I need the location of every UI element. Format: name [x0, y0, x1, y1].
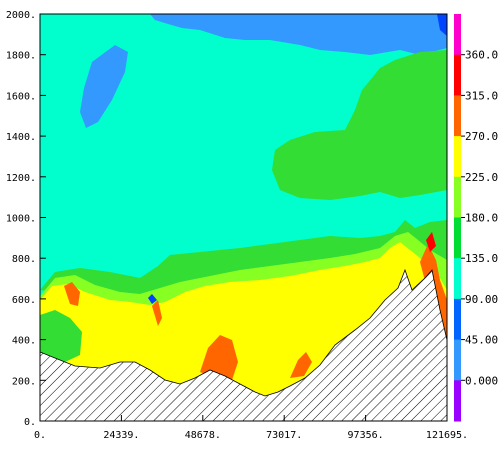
colorbar-label: 135.0: [465, 252, 498, 265]
plot-area: [40, 14, 447, 421]
x-tick-label: 121695.: [426, 430, 468, 441]
colorbar-label: 270.0: [465, 130, 498, 143]
colorbar-label: 180.0: [465, 212, 498, 225]
colorbar-band: [454, 95, 461, 137]
field-green-patch: [40, 310, 82, 362]
field-upper-blue-blob: [80, 45, 128, 128]
y-tick-label: 800.: [12, 254, 36, 265]
y-tick-label: 400.: [12, 336, 36, 347]
x-tick-label: 0.: [34, 430, 46, 441]
colorbar-band: [454, 14, 461, 56]
colorbar-band: [454, 380, 461, 422]
field-blue-spot: [148, 294, 157, 304]
colorbar-band: [454, 217, 461, 259]
y-tick-label: 1800.: [6, 51, 36, 62]
y-tick-label: 1200.: [6, 173, 36, 184]
x-axis: 0. 24339. 48678. 73017. 97356. 121695.: [34, 415, 468, 441]
field-blue-corner: [437, 14, 447, 36]
colorbar-band: [454, 176, 461, 218]
x-tick-label: 97356.: [348, 430, 384, 441]
field-orange-2: [152, 300, 162, 326]
x-tick-label: 24339.: [103, 430, 139, 441]
y-tick-label: 1600.: [6, 91, 36, 102]
field-orange-1: [64, 282, 80, 306]
colorbar-label: 225.0: [465, 171, 498, 184]
field-red: [426, 232, 436, 252]
x-tick-label: 48678.: [185, 430, 221, 441]
colorbar-label: 315.0: [465, 89, 498, 102]
y-tick-label: 200.: [12, 376, 36, 387]
x-tick-label: 73017.: [266, 430, 302, 441]
y-tick-label: 1000.: [6, 214, 36, 225]
y-tick-label: 600.: [12, 295, 36, 306]
colorbar-label: 45.00: [465, 334, 498, 347]
field-orange-3: [200, 335, 238, 380]
colorbar-band: [454, 136, 461, 178]
field-green-upper: [272, 50, 447, 200]
colorbar-label: 360.0: [465, 49, 498, 62]
field-upper-blue: [150, 14, 447, 55]
colorbar-label: 90.00: [465, 293, 498, 306]
colorbar-band: [454, 339, 461, 381]
y-tick-label: 0.: [24, 417, 36, 428]
y-tick-label: 2000.: [6, 10, 36, 21]
y-axis: 0. 200. 400. 600. 800. 1000. 1200. 1400. 1600. 18…: [6, 10, 46, 428]
colorbar-band: [454, 258, 461, 300]
terrain-mask: [40, 268, 447, 421]
colorbar-label: 0.000: [465, 374, 498, 387]
colorbar: 0.000 45.00 90.00 135.0 180.0 225.0 270.0 315.0…: [454, 14, 498, 422]
field-orange-4: [290, 352, 312, 378]
colorbar-band: [454, 298, 461, 341]
colorbar-band: [454, 54, 461, 96]
y-tick-label: 1400.: [6, 132, 36, 143]
